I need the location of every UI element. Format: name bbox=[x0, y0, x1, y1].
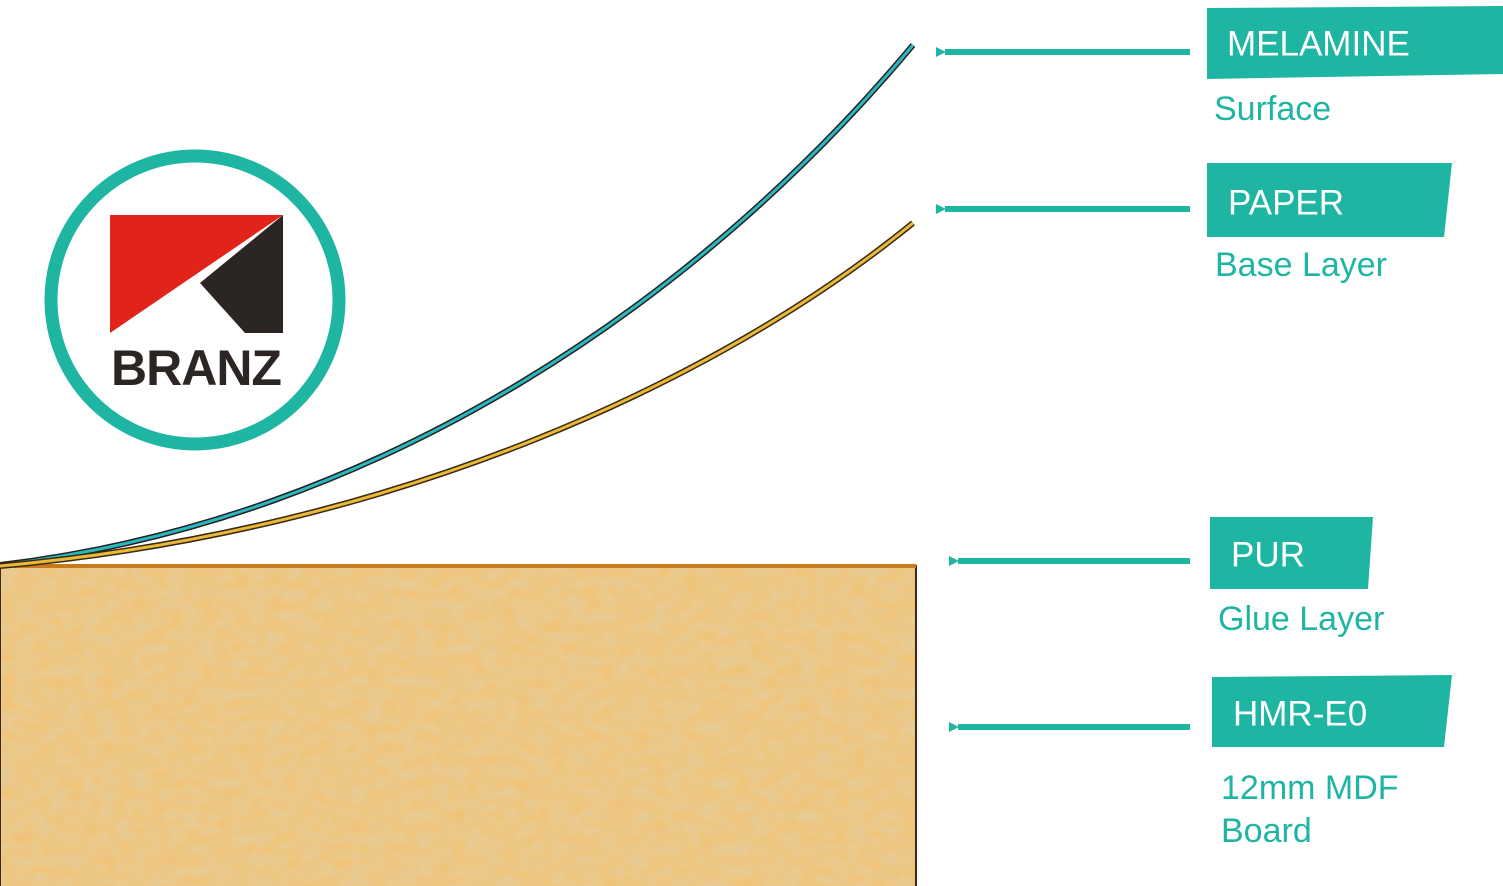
layer-label: HMR-E0 bbox=[1233, 694, 1367, 733]
layer-description: Board bbox=[1221, 812, 1312, 850]
layer-description: 12mm MDF bbox=[1221, 769, 1399, 807]
paper-sheet bbox=[0, 221, 914, 568]
label-box bbox=[1207, 163, 1452, 237]
layer-description: Surface bbox=[1214, 90, 1331, 128]
layer-label: PUR bbox=[1231, 535, 1305, 574]
label-box bbox=[1210, 517, 1373, 589]
layer-description: Glue Layer bbox=[1218, 600, 1384, 638]
layer-description: Base Layer bbox=[1215, 246, 1387, 284]
label-box bbox=[1207, 6, 1503, 79]
logo-text: BRANZ bbox=[111, 340, 281, 396]
melamine-sheet bbox=[0, 44, 915, 567]
layer-label: PAPER bbox=[1228, 183, 1344, 222]
mdf-board bbox=[0, 566, 916, 886]
logo-ring bbox=[44, 149, 346, 451]
label-box bbox=[1212, 675, 1452, 747]
layer-label: MELAMINE bbox=[1227, 24, 1410, 63]
logo-red bbox=[110, 215, 283, 333]
logo-dark bbox=[200, 215, 283, 333]
